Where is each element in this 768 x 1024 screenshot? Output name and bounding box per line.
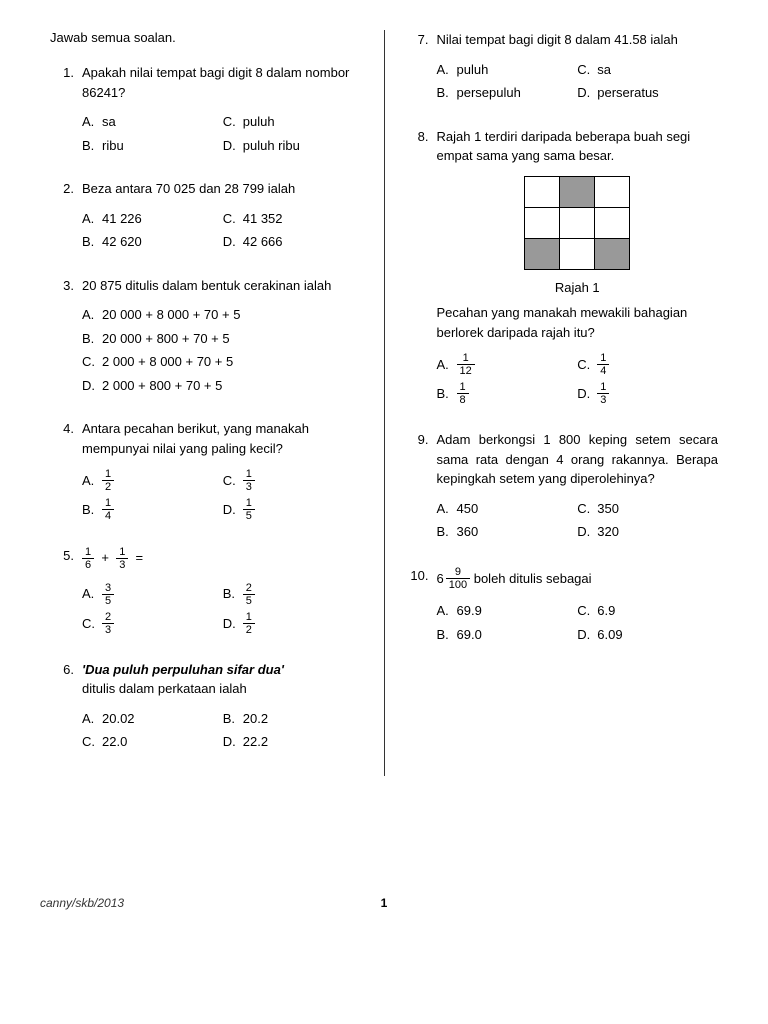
question-10: 10. 6 9100 boleh ditulis sebagai A.69.9 … [405,566,719,648]
q1-number: 1. [50,63,82,159]
q10-expression: 6 9100 boleh ditulis sebagai [437,566,719,591]
q6-number: 6. [50,660,82,756]
q1-options: A.sa C.puluh B.ribu D.puluh ribu [82,112,364,159]
q8-figure [437,176,719,270]
page-columns: Jawab semua soalan. 1. Apakah nilai temp… [40,30,728,776]
question-1: 1. Apakah nilai tempat bagi digit 8 dala… [50,63,364,159]
q8-caption: Rajah 1 [437,278,719,298]
q10-options: A.69.9 C.6.9 B.69.0 D.6.09 [437,601,719,648]
q6-text: 'Dua puluh perpuluhan sifar dua' ditulis… [82,660,364,699]
q5-options: A.35 B.25 C.23 D.12 [82,582,364,640]
instruction-text: Jawab semua soalan. [50,30,364,45]
q10-number: 10. [405,566,437,648]
q2-text: Beza antara 70 025 dan 28 799 ialah [82,179,364,199]
question-7: 7. Nilai tempat bagi digit 8 dalam 41.58… [405,30,719,107]
page-footer: canny/skb/2013 1 [40,896,728,910]
q7-number: 7. [405,30,437,107]
question-2: 2. Beza antara 70 025 dan 28 799 ialah A… [50,179,364,256]
footer-page-number: 1 [381,896,388,910]
q8-options: A.112 C.14 B.18 D.13 [437,352,719,410]
q9-text: Adam berkongsi 1 800 keping setem secara… [437,430,719,489]
q1-text: Apakah nilai tempat bagi digit 8 dalam n… [82,63,364,102]
question-4: 4. Antara pecahan berikut, yang manakah … [50,419,364,526]
q4-text: Antara pecahan berikut, yang manakah mem… [82,419,364,458]
q4-options: A.12 C.13 B.14 D.15 [82,468,364,526]
footer-credit: canny/skb/2013 [40,896,124,910]
q5-expression: 16 + 13 = [82,546,364,571]
q8-number: 8. [405,127,437,411]
question-5: 5. 16 + 13 = A.35 B.25 C.23 D.12 [50,546,364,640]
q3-number: 3. [50,276,82,400]
q4-number: 4. [50,419,82,526]
q8-text2: Pecahan yang manakah mewakili bahagian b… [437,303,719,342]
q3-text: 20 875 ditulis dalam bentuk cerakinan ia… [82,276,364,296]
q7-text: Nilai tempat bagi digit 8 dalam 41.58 ia… [437,30,719,50]
q2-options: A.41 226 C.41 352 B.42 620 D.42 666 [82,209,364,256]
q8-text: Rajah 1 terdiri daripada beberapa buah s… [437,127,719,166]
question-9: 9. Adam berkongsi 1 800 keping setem sec… [405,430,719,546]
q2-number: 2. [50,179,82,256]
left-column: Jawab semua soalan. 1. Apakah nilai temp… [40,30,385,776]
q9-options: A.450 C.350 B.360 D.320 [437,499,719,546]
q5-number: 5. [50,546,82,640]
q9-number: 9. [405,430,437,546]
q7-options: A.puluh C.sa B.persepuluh D.perseratus [437,60,719,107]
q3-options: A.20 000 + 8 000 + 70 + 5 B.20 000 + 800… [82,305,364,399]
question-8: 8. Rajah 1 terdiri daripada beberapa bua… [405,127,719,411]
question-3: 3. 20 875 ditulis dalam bentuk cerakinan… [50,276,364,400]
right-column: 7. Nilai tempat bagi digit 8 dalam 41.58… [385,30,729,776]
q6-options: A.20.02 B.20.2 C.22.0 D.22.2 [82,709,364,756]
question-6: 6. 'Dua puluh perpuluhan sifar dua' ditu… [50,660,364,756]
